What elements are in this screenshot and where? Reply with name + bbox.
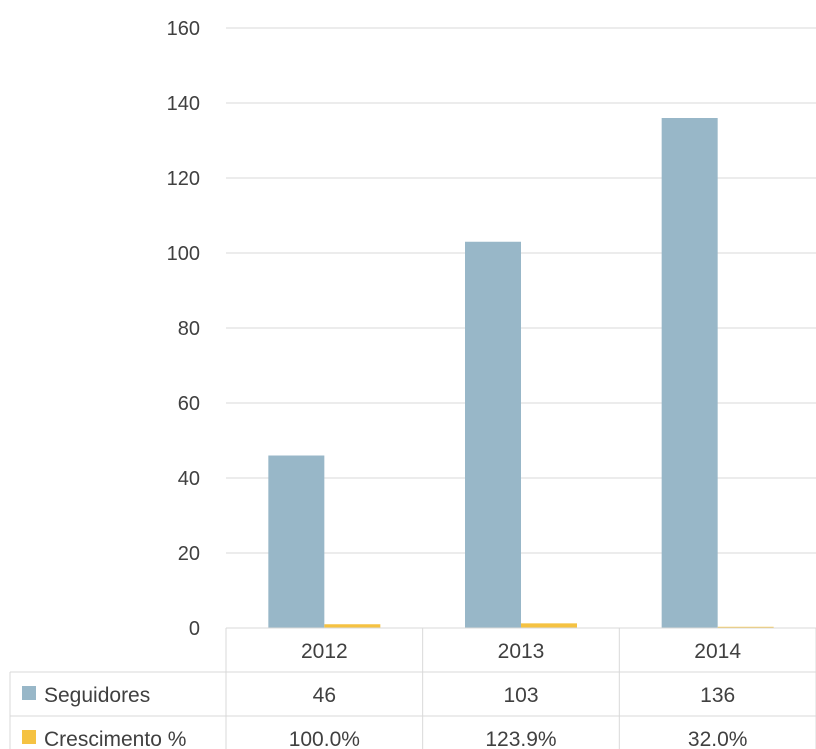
table-value: 46 bbox=[313, 684, 336, 707]
y-tick-label: 80 bbox=[178, 318, 200, 340]
y-tick-label: 20 bbox=[178, 543, 200, 565]
x-category-label: 2014 bbox=[694, 640, 741, 663]
bar-crescimento-2013 bbox=[521, 623, 577, 628]
y-tick-label: 100 bbox=[167, 243, 200, 265]
legend-label: Crescimento % bbox=[44, 728, 186, 749]
legend-swatch bbox=[22, 730, 36, 744]
bar-crescimento-2012 bbox=[324, 624, 381, 628]
y-tick-label: 0 bbox=[189, 618, 200, 640]
legend-label: Seguidores bbox=[44, 684, 150, 707]
bar-seguidores-2013 bbox=[465, 241, 521, 628]
table-value: 123.9% bbox=[485, 728, 556, 749]
bars bbox=[268, 118, 774, 628]
table-value: 100.0% bbox=[289, 728, 360, 749]
data-table: 2012 2013 2014 Seguidores 46 103 136 Cresciment… bbox=[9, 627, 816, 749]
y-tick-label: 40 bbox=[178, 468, 200, 490]
bar-crescimento-2014 bbox=[717, 626, 774, 628]
table-value: 32.0% bbox=[688, 728, 748, 749]
x-category-label: 2012 bbox=[301, 640, 348, 663]
table-value: 136 bbox=[700, 684, 735, 707]
y-tick-label: 160 bbox=[167, 18, 200, 40]
x-category-label: 2013 bbox=[498, 640, 545, 663]
y-tick-label: 120 bbox=[167, 168, 200, 190]
legend-swatch bbox=[22, 686, 36, 700]
y-tick-label: 60 bbox=[178, 393, 200, 415]
y-tick-label: 140 bbox=[167, 93, 200, 115]
table-value: 103 bbox=[503, 684, 538, 707]
bar-seguidores-2012 bbox=[268, 455, 325, 628]
bar-seguidores-2014 bbox=[661, 118, 718, 628]
y-axis-ticks: 0 20 40 60 80 100 120 140 160 bbox=[167, 18, 200, 640]
